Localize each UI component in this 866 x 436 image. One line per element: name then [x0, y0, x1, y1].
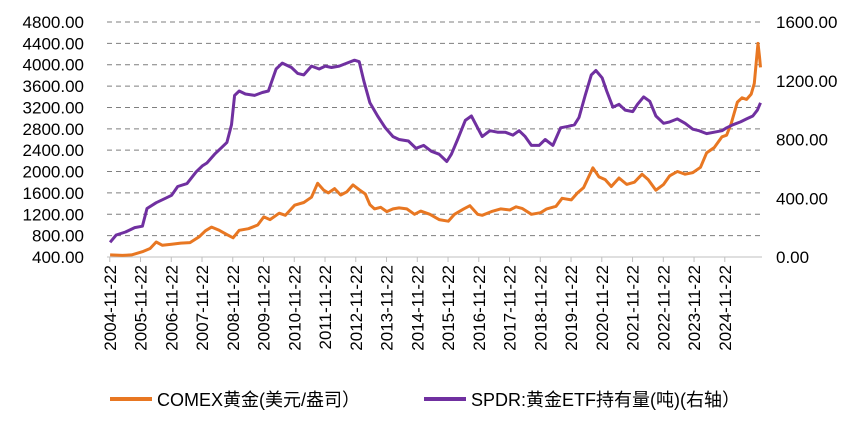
right-tick-label: 800.00: [776, 131, 828, 150]
series-line-comex: [110, 41, 762, 257]
left-tick-label: 800.00: [32, 227, 84, 246]
left-tick-label: 2400.00: [23, 141, 84, 160]
x-tick-label: 2014-11-22: [408, 265, 427, 351]
x-tick-label: 2016-11-22: [470, 265, 489, 351]
left-tick-label: 2800.00: [23, 120, 84, 139]
x-tick-label: 2005-11-22: [132, 265, 151, 351]
left-axis-ticks: 400.00 800.00 1200.00 1600.00 2000.00 2400.00…: [23, 13, 84, 267]
x-tick-label: 2022-11-22: [654, 265, 673, 351]
x-tick-label: 2006-11-22: [162, 265, 181, 351]
left-tick-label: 4000.00: [23, 56, 84, 75]
left-tick-label: 3200.00: [23, 98, 84, 117]
legend-item-spdr: SPDR:黄金ETF持有量(吨)(右轴）: [424, 390, 740, 410]
x-tick-label: 2012-11-22: [347, 265, 366, 351]
x-tick-label: 2004-11-22: [101, 265, 120, 351]
right-tick-label: 1200.00: [776, 72, 837, 91]
x-tick-label: 2021-11-22: [624, 265, 643, 351]
legend-item-comex: COMEX黄金(美元/盎司）: [110, 390, 360, 410]
left-tick-label: 4800.00: [23, 13, 84, 32]
gridlines: [107, 21, 762, 237]
right-tick-label: 1600.00: [776, 13, 837, 32]
right-tick-label: 400.00: [776, 189, 828, 208]
left-tick-label: 4400.00: [23, 34, 84, 53]
left-tick-label: 1200.00: [23, 205, 84, 224]
x-tick-label: 2023-11-22: [685, 265, 704, 351]
x-axis-ticks: 2004-11-22 2005-11-22 2006-11-22 2007-11-22…: [101, 257, 735, 351]
x-tick-label: 2013-11-22: [378, 265, 397, 351]
x-tick-label: 2017-11-22: [501, 265, 520, 351]
left-tick-label: 2000.00: [23, 163, 84, 182]
x-tick-label: 2019-11-22: [562, 265, 581, 351]
right-axis-ticks: 0.00 400.00 800.00 1200.00 1600.00: [776, 13, 837, 267]
x-tick-label: 2020-11-22: [593, 265, 612, 351]
legend: COMEX黄金(美元/盎司） SPDR:黄金ETF持有量(吨)(右轴）: [110, 390, 740, 410]
x-tick-label: 2008-11-22: [224, 265, 243, 351]
x-tick-label: 2007-11-22: [193, 265, 212, 351]
legend-label-comex: COMEX黄金(美元/盎司）: [157, 390, 360, 410]
x-tick-label: 2015-11-22: [439, 265, 458, 351]
right-tick-label: 0.00: [776, 248, 809, 267]
x-tick-label: 2009-11-22: [255, 265, 274, 351]
x-tick-label: 2024-11-22: [716, 265, 735, 351]
x-tick-label: 2011-11-22: [316, 265, 335, 349]
series-line-spdr: [108, 58, 762, 244]
left-tick-label: 3600.00: [23, 77, 84, 96]
series-lines: [108, 41, 762, 257]
left-tick-label: 400.00: [32, 248, 84, 267]
left-tick-label: 1600.00: [23, 184, 84, 203]
x-tick-label: 2018-11-22: [531, 265, 550, 351]
x-tick-label: 2010-11-22: [285, 265, 304, 351]
legend-label-spdr: SPDR:黄金ETF持有量(吨)(右轴）: [471, 390, 740, 410]
